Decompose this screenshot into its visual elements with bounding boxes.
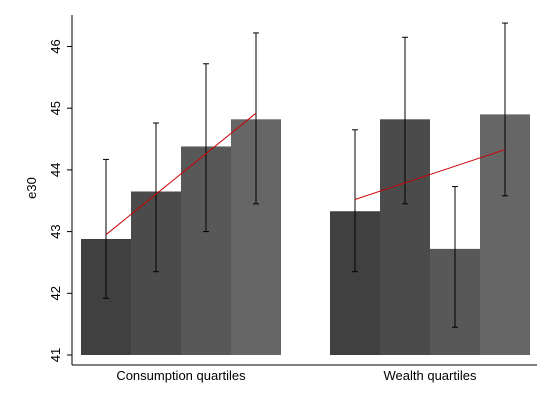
y-tick-label-46: 46 <box>48 39 63 53</box>
error-bar-2-4 <box>502 22 508 197</box>
error-bar-1-3 <box>203 63 209 233</box>
error-bars-layer <box>103 22 508 328</box>
y-tick-label-44: 44 <box>48 163 63 177</box>
group-label-1: Consumption quartiles <box>116 368 246 383</box>
error-bar-1-1 <box>103 158 109 299</box>
error-bar-1-4 <box>253 32 259 205</box>
group-labels-layer: Consumption quartiles Wealth quartiles <box>116 368 477 383</box>
y-tick-label-45: 45 <box>48 101 63 115</box>
error-bar-1-2 <box>153 122 159 273</box>
axes-layer <box>71 15 537 366</box>
error-bar-2-1 <box>352 129 358 273</box>
y-tick-label-43: 43 <box>48 224 63 238</box>
y-axis-title: e30 <box>24 177 39 199</box>
trend-lines-layer <box>105 112 506 236</box>
trend-line-2 <box>354 149 506 200</box>
group-label-2: Wealth quartiles <box>384 368 477 383</box>
y-tick-label-41: 41 <box>48 348 63 362</box>
error-bar-2-2 <box>402 36 408 205</box>
trend-line-1 <box>105 112 257 236</box>
error-bar-2-3 <box>452 186 458 328</box>
y-tick-label-42: 42 <box>48 286 63 300</box>
y-ticks-layer: 41 42 43 44 45 46 <box>48 39 72 362</box>
bars-layer <box>81 114 530 356</box>
